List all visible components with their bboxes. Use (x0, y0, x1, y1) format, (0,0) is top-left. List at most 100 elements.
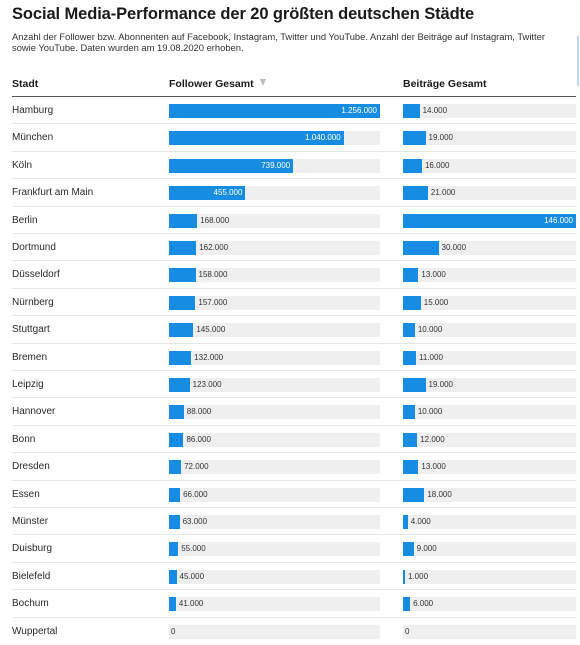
city-label: Düsseldorf (12, 269, 60, 281)
table-row: Bielefeld 45.000 1.000 (0, 563, 580, 591)
column-header-posts[interactable]: Beiträge Gesamt (403, 78, 486, 90)
sort-desc-icon[interactable] (259, 79, 266, 86)
city-label: Duisburg (12, 543, 53, 555)
followers-bar (169, 158, 294, 173)
row-divider (12, 424, 576, 426)
posts-value-label: 13.000 (421, 462, 446, 472)
posts-bar (403, 460, 419, 475)
city-label: Stuttgart (12, 324, 50, 336)
followers-bar (169, 542, 179, 557)
city-label: Wuppertal (12, 625, 58, 637)
followers-value-label: 45.000 (179, 571, 205, 581)
followers-track: 132.000 (169, 350, 380, 365)
followers-track: 1.040.000 (169, 131, 380, 146)
followers-bar (169, 241, 197, 255)
posts-bar (403, 241, 439, 255)
posts-track: 19.000 (403, 131, 576, 146)
posts-bar (403, 268, 419, 283)
posts-value-label: 146.000 (544, 215, 573, 225)
posts-bar (403, 295, 421, 310)
table-row: Leipzig 123.000 19.000 (0, 371, 580, 399)
posts-value-label: 19.000 (428, 133, 453, 143)
row-divider (12, 534, 576, 536)
followers-value-label: 158.000 (198, 270, 228, 280)
followers-bar (169, 569, 177, 584)
followers-value-label: 66.000 (183, 489, 208, 499)
posts-track: 13.000 (403, 268, 576, 283)
posts-track: 13.000 (403, 460, 576, 475)
followers-bar (169, 405, 184, 420)
row-divider (12, 123, 576, 125)
table-row: Stuttgart 145.000 10.000 (0, 316, 580, 344)
posts-value-label: 11.000 (419, 352, 443, 362)
city-label: Bonn (12, 433, 36, 445)
city-label: Münster (12, 516, 49, 527)
table-row: Bremen 132.000 11.000 (0, 344, 580, 371)
posts-track: 30.000 (403, 241, 576, 255)
followers-bar (169, 432, 184, 447)
row-divider (12, 561, 576, 563)
city-label: Nürnberg (12, 296, 54, 308)
followers-bar (169, 131, 344, 146)
row-divider (12, 150, 576, 152)
posts-track: 12.000 (403, 432, 576, 447)
row-divider (12, 506, 576, 508)
posts-value-label: 4.000 (410, 517, 431, 526)
column-header-followers[interactable]: Follower Gesamt (169, 78, 266, 90)
followers-bar (169, 104, 380, 118)
table-row: Bochum 41.000 6.000 (0, 590, 580, 618)
posts-value-label: 13.000 (421, 270, 446, 280)
posts-bar (403, 405, 415, 420)
posts-value-label: 14.000 (422, 106, 448, 115)
row-divider (12, 589, 576, 591)
followers-value-label: 123.000 (192, 380, 222, 389)
posts-value-label: 12.000 (420, 434, 445, 444)
followers-value-label: 157.000 (198, 297, 228, 307)
followers-track: 162.000 (169, 241, 380, 255)
followers-value-label: 86.000 (186, 434, 211, 444)
followers-track: 45.000 (169, 569, 380, 584)
posts-bar (403, 213, 576, 228)
followers-track: 41.000 (169, 597, 380, 612)
followers-bar (169, 323, 194, 338)
followers-bar (169, 378, 190, 392)
posts-track: 15.000 (403, 295, 576, 310)
followers-track: 157.000 (169, 295, 380, 310)
city-label: Hannover (12, 406, 56, 418)
posts-bar (403, 597, 411, 612)
followers-value-label: 455.000 (213, 188, 243, 198)
column-header-followers-label: Follower Gesamt (169, 78, 254, 90)
row-divider (12, 616, 576, 618)
city-label: Bielefeld (12, 570, 51, 582)
table-row: Duisburg 55.000 9.000 (0, 535, 580, 563)
row-divider (12, 205, 576, 207)
table-row: München 1.040.000 19.000 (0, 124, 580, 152)
followers-track: 72.000 (169, 460, 380, 475)
posts-track: 4.000 (403, 515, 576, 529)
posts-track: 10.000 (403, 405, 576, 420)
posts-bar (403, 158, 422, 173)
posts-bar (403, 542, 414, 557)
row-divider (12, 315, 576, 317)
posts-bar (403, 323, 415, 338)
posts-track: 6.000 (403, 597, 576, 612)
followers-value-label: 72.000 (184, 462, 209, 472)
followers-value-label: 0 (171, 626, 176, 636)
posts-bar (403, 350, 417, 365)
followers-value-label: 88.000 (186, 407, 212, 417)
column-header-city[interactable]: Stadt (12, 78, 38, 90)
followers-track: 55.000 (169, 542, 380, 557)
row-divider (12, 397, 576, 399)
city-label: Hamburg (12, 105, 54, 116)
posts-value-label: 10.000 (417, 407, 443, 417)
followers-track: 455.000 (169, 186, 380, 201)
followers-track: 86.000 (169, 432, 380, 447)
table-row: Düsseldorf 158.000 13.000 (0, 261, 580, 289)
posts-track: 0 (403, 624, 576, 639)
table-row: Hamburg 1.256.000 14.000 (0, 97, 580, 125)
row-divider (12, 452, 576, 454)
city-label: Bremen (12, 351, 48, 363)
posts-bar (403, 487, 425, 502)
posts-value-label: 1.000 (408, 571, 429, 581)
followers-value-label: 168.000 (200, 215, 230, 225)
